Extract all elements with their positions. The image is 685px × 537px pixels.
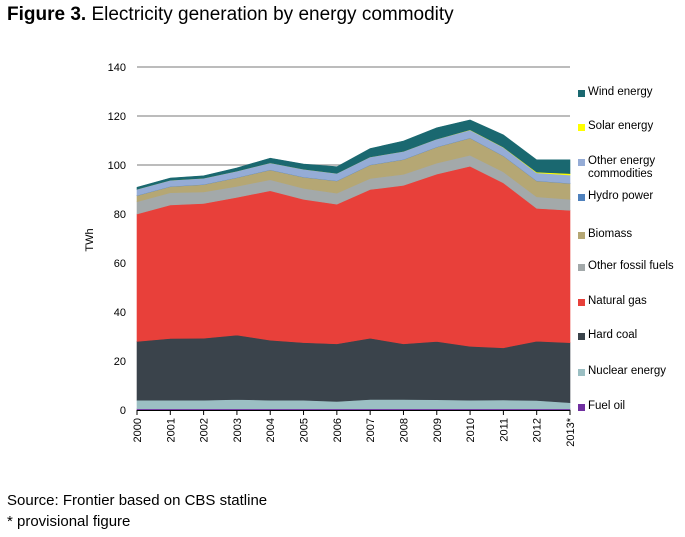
x-tick-label: 2001 (165, 418, 177, 442)
legend-swatch (578, 369, 585, 376)
x-tick-label: 2005 (299, 418, 311, 442)
stacked-area-chart: 0 20 40 60 80 100 120 140 2000 2001 2002 2003 2004 20… (84, 62, 577, 447)
y-tick-label: 60 (114, 258, 126, 270)
legend-swatch (578, 264, 585, 271)
legend-swatch (578, 232, 585, 239)
footnote: * provisional figure (7, 513, 131, 530)
legend-label: Nuclear energy (588, 365, 666, 377)
legend-item: Other fossil fuels (578, 260, 674, 273)
legend-label: Other energy commodities (588, 155, 656, 180)
legend-swatch (578, 299, 585, 306)
legend-swatch (578, 124, 585, 131)
legend-label: Natural gas (588, 295, 647, 307)
x-tick-label: 2010 (465, 418, 477, 442)
legend-label: Hard coal (588, 329, 638, 341)
y-tick-label: 120 (108, 111, 126, 123)
legend-label: Hydro power (588, 190, 654, 202)
area-wind-energy (136, 119, 571, 190)
legend-swatch (578, 90, 585, 97)
x-tick-label: 2007 (365, 418, 377, 442)
y-axis-label: TWh (84, 228, 96, 251)
y-tick-label: 0 (120, 405, 126, 417)
figure-label: Figure 3. (7, 4, 87, 25)
x-tick-label: 2002 (199, 418, 211, 442)
legend-label: Solar energy (588, 120, 654, 132)
figure-title-text: Electricity generation by energy commodi… (91, 4, 454, 25)
x-tick-label: 2011 (498, 418, 510, 442)
legend-item: Solar energy (578, 120, 653, 133)
source-note-block: Source: Frontier based on CBS statline *… (7, 490, 267, 532)
legend-item: Nuclear energy (578, 365, 666, 378)
legend-label: Other fossil fuels (588, 260, 674, 272)
y-tick-label: 40 (114, 307, 126, 319)
legend-item: Natural gas (578, 295, 647, 308)
x-tick-label: 2012 (532, 418, 544, 442)
legend-item: Wind energy (578, 86, 653, 99)
legend-swatch (578, 333, 585, 340)
axes: 0 20 40 60 80 100 120 140 2000 2001 2002 2003 2004 20… (108, 62, 577, 447)
legend-item: Biomass (578, 228, 632, 241)
y-tick-label: 100 (108, 160, 126, 172)
x-tick-label: 2000 (132, 418, 144, 442)
legend-item: Hard coal (578, 329, 637, 342)
x-tick-label: 2006 (332, 418, 344, 442)
figure-title: Figure 3. Electricity generation by ener… (7, 4, 454, 26)
legend-label: Wind energy (588, 86, 653, 98)
x-tick-label: 2004 (265, 418, 277, 442)
x-tick-label: 2003 (232, 418, 244, 442)
y-tick-label: 80 (114, 209, 126, 221)
area-nuclear-energy (136, 399, 571, 410)
y-tick-label: 140 (108, 62, 126, 74)
y-tick-label: 20 (114, 356, 126, 368)
x-tick-label: 2008 (398, 418, 410, 442)
x-tick-label: 2013* (565, 417, 577, 446)
legend-swatch (578, 404, 585, 411)
legend-swatch (578, 159, 585, 166)
area-layers (136, 119, 571, 411)
legend-label: Biomass (588, 228, 633, 240)
legend-item: Fuel oil (578, 400, 625, 413)
legend-swatch (578, 194, 585, 201)
source-note: Source: Frontier based on CBS statline (7, 492, 268, 509)
x-tick-label: 2009 (432, 418, 444, 442)
legend-item: Other energy commodities (578, 155, 655, 181)
legend-label: Fuel oil (588, 400, 626, 412)
legend-item: Hydro power (578, 190, 653, 203)
